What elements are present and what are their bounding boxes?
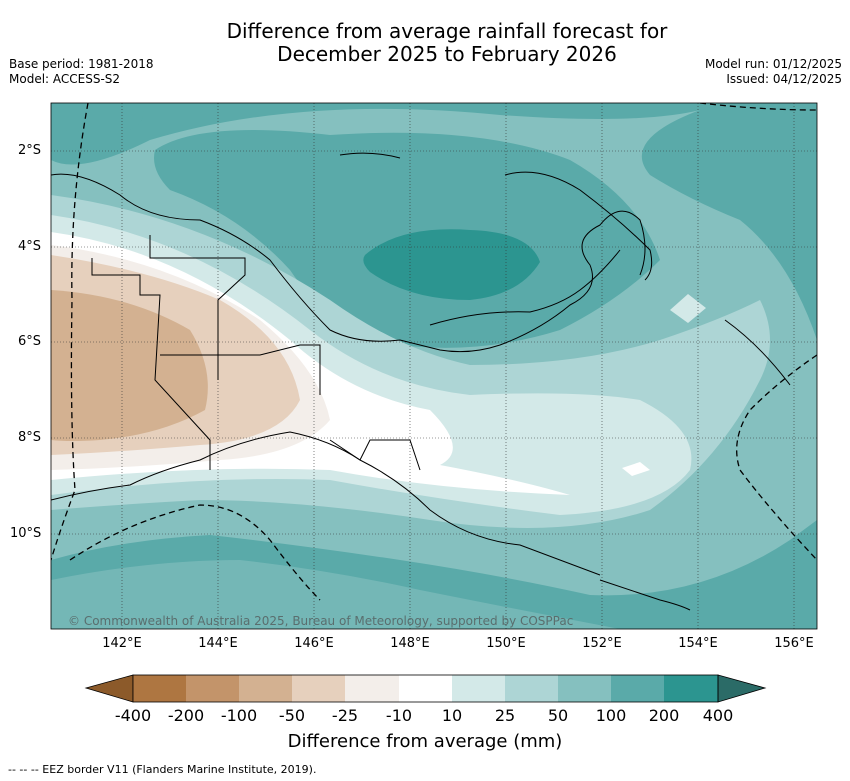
colorbar-tick: -25 <box>331 706 359 725</box>
eez-footnote: -- -- -- EEZ border V11 (Flanders Marine… <box>8 763 317 776</box>
issued-date: Issued: 04/12/2025 <box>726 72 842 86</box>
map-frame <box>50 102 818 630</box>
colorbar-tick: -100 <box>220 706 258 725</box>
model-info: Base period: 1981-2018 Model: ACCESS-S2 <box>9 57 154 87</box>
colorbar-segment <box>611 675 664 702</box>
coastline-new-britain <box>429 249 621 326</box>
province-border-3 <box>160 344 321 395</box>
colorbar-segment <box>664 675 718 702</box>
lat-label-8s: 8°S <box>18 430 42 445</box>
colorbar-extend-high <box>717 674 767 703</box>
coastline-bougainville <box>724 319 791 386</box>
colorbar-tick: 50 <box>547 706 569 725</box>
contour-50-100-south <box>51 560 620 629</box>
colorbar-tick: -400 <box>114 706 152 725</box>
lat-label-6s: 6°S <box>18 334 42 349</box>
colorbar-extend-low <box>84 674 134 703</box>
coastline-islands-se <box>599 579 691 611</box>
colorbar-tick: 25 <box>494 706 516 725</box>
coastline-south <box>51 431 601 576</box>
lon-label-156e: 156°E <box>774 636 814 651</box>
title-line-1: Difference from average rainfall forecas… <box>226 19 668 43</box>
contour-neutral-islet <box>622 462 650 476</box>
lon-label-154e: 154°E <box>678 636 718 651</box>
colorbar-segment <box>239 675 292 702</box>
lat-label-4s: 4°S <box>18 239 42 254</box>
colorbar-tick: -10 <box>385 706 413 725</box>
colorbar-segment <box>558 675 611 702</box>
colorbar-segment <box>345 675 399 702</box>
map-title: Difference from average rainfall forecas… <box>0 20 850 66</box>
eez-border-east <box>736 354 817 561</box>
lon-label-144e: 144°E <box>198 636 238 651</box>
contour-100-200-east <box>641 110 817 340</box>
lon-label-152e: 152°E <box>582 636 622 651</box>
lat-label-10s: 10°S <box>10 526 42 541</box>
contour-100-200-north <box>51 103 817 165</box>
title-line-2: December 2025 to February 2026 <box>277 42 617 66</box>
coastline-manus <box>339 152 401 159</box>
lon-label-146e: 146°E <box>294 636 334 651</box>
province-border-1 <box>91 258 211 470</box>
coastline-north <box>51 173 646 353</box>
eez-border-west <box>51 103 89 561</box>
colorbar-segment <box>186 675 239 702</box>
colorbar-segment <box>452 675 505 702</box>
colorbar-tick: 200 <box>648 706 680 725</box>
lon-label-142e: 142°E <box>102 636 142 651</box>
colorbar <box>84 674 767 703</box>
contour-100-200-nw <box>51 103 144 133</box>
lon-label-150e: 150°E <box>486 636 526 651</box>
colorbar-frame <box>132 674 719 703</box>
contour-minus-50 <box>51 290 208 441</box>
colorbar-title: Difference from average (mm) <box>287 731 563 752</box>
colorbar-tick: 10 <box>441 706 463 725</box>
model-name: Model: ACCESS-S2 <box>9 72 121 86</box>
base-period: Base period: 1981-2018 <box>9 57 154 71</box>
lat-label-2s: 2°S <box>18 143 42 158</box>
province-border-4 <box>329 439 421 471</box>
copyright-credit: © Commonwealth of Australia 2025, Bureau… <box>68 614 574 628</box>
colorbar-segment <box>292 675 345 702</box>
contour-10-25-islet <box>670 294 706 323</box>
colorbar-tick: 100 <box>595 706 627 725</box>
province-border-2 <box>149 235 246 380</box>
colorbar-tick: -200 <box>167 706 205 725</box>
eez-border-south <box>69 504 321 601</box>
lon-label-148e: 148°E <box>390 636 430 651</box>
model-run-date: Model run: 01/12/2025 <box>704 57 842 71</box>
colorbar-segment <box>505 675 558 702</box>
colorbar-segment <box>133 675 186 702</box>
eez-border-ne <box>699 103 817 111</box>
colorbar-segment <box>399 675 452 702</box>
colorbar-tick: 400 <box>702 706 734 725</box>
run-info: Model run: 01/12/2025 Issued: 04/12/2025 <box>705 57 842 87</box>
colorbar-tick: -50 <box>278 706 306 725</box>
coastline-new-ireland <box>504 171 653 281</box>
